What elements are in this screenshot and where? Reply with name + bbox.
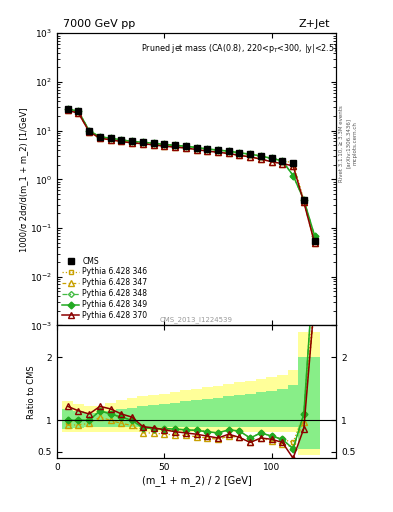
Text: 7000 GeV pp: 7000 GeV pp — [62, 19, 135, 29]
X-axis label: (m_1 + m_2) / 2 [GeV]: (m_1 + m_2) / 2 [GeV] — [141, 475, 252, 486]
Text: Z+Jet: Z+Jet — [299, 19, 331, 29]
Text: Rivet 3.1.10, ≥ 3.3M events: Rivet 3.1.10, ≥ 3.3M events — [339, 105, 344, 182]
Text: CMS_2013_I1224539: CMS_2013_I1224539 — [160, 316, 233, 323]
Y-axis label: Ratio to CMS: Ratio to CMS — [28, 365, 37, 419]
Text: mcplots.cern.ch: mcplots.cern.ch — [353, 121, 358, 165]
Legend: CMS, Pythia 6.428 346, Pythia 6.428 347, Pythia 6.428 348, Pythia 6.428 349, Pyt: CMS, Pythia 6.428 346, Pythia 6.428 347,… — [61, 255, 149, 322]
Y-axis label: 1000/σ 2dσ/d(m_1 + m_2) [1/GeV]: 1000/σ 2dσ/d(m_1 + m_2) [1/GeV] — [19, 107, 28, 252]
Text: [arXiv:1306.3436]: [arXiv:1306.3436] — [346, 118, 351, 168]
Text: Pruned jet mass (CA(0.8), 220<p$_T$<300, |y|<2.5): Pruned jet mass (CA(0.8), 220<p$_T$<300,… — [141, 42, 337, 55]
